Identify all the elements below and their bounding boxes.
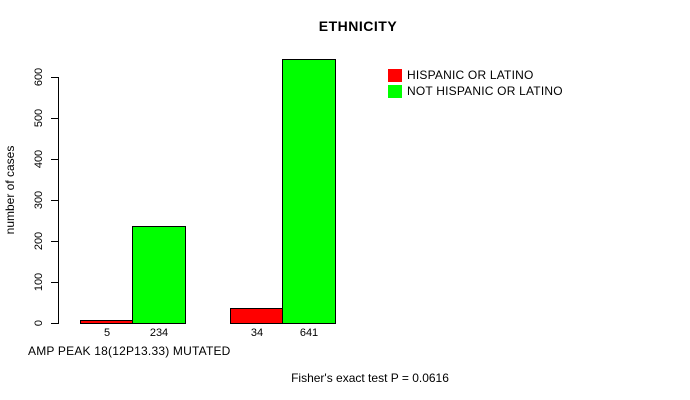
y-axis-tick: [51, 77, 58, 78]
fisher-test-annotation: Fisher's exact test P = 0.0616: [291, 371, 449, 385]
y-axis-tick-label: 0: [33, 319, 45, 327]
bar-value-label: 5: [103, 327, 111, 339]
legend-item-hispanic: HISPANIC OR LATINO: [388, 67, 563, 83]
y-axis-tick: [51, 323, 58, 324]
y-axis-tick: [51, 241, 58, 242]
y-axis-line: [58, 77, 59, 324]
y-axis-tick-label: 300: [33, 190, 45, 210]
legend-item-not-hispanic: NOT HISPANIC OR LATINO: [388, 83, 563, 99]
legend-label-not-hispanic: NOT HISPANIC OR LATINO: [407, 84, 563, 98]
bar-value-label: 641: [299, 327, 319, 339]
legend-swatch-not-hispanic: [388, 84, 402, 98]
bar-value-label: 34: [250, 327, 264, 339]
bar-group-2-not-hispanic-or-latino: [282, 59, 336, 324]
y-axis-tick-label: 400: [33, 149, 45, 169]
bar-group-1-not-hispanic-or-latino: [132, 226, 186, 324]
bar-value-label: 234: [149, 327, 169, 339]
y-axis-tick-label: 500: [33, 108, 45, 128]
legend: HISPANIC OR LATINO NOT HISPANIC OR LATIN…: [388, 67, 563, 99]
y-axis-tick-label: 100: [33, 272, 45, 292]
y-axis-tick: [51, 118, 58, 119]
legend-swatch-hispanic: [388, 68, 402, 82]
y-axis-tick-label: 600: [33, 67, 45, 87]
bar-group-1-hispanic-or-latino: [80, 320, 134, 324]
y-axis-tick: [51, 159, 58, 160]
y-axis-tick: [51, 200, 58, 201]
y-axis-tick-label: 200: [33, 231, 45, 251]
x-axis-title: AMP PEAK 18(12P13.33) MUTATED: [28, 344, 231, 358]
y-axis-tick: [51, 282, 58, 283]
bar-group-2-hispanic-or-latino: [230, 308, 284, 324]
legend-label-hispanic: HISPANIC OR LATINO: [407, 68, 534, 82]
chart-title: ETHNICITY: [318, 18, 398, 34]
